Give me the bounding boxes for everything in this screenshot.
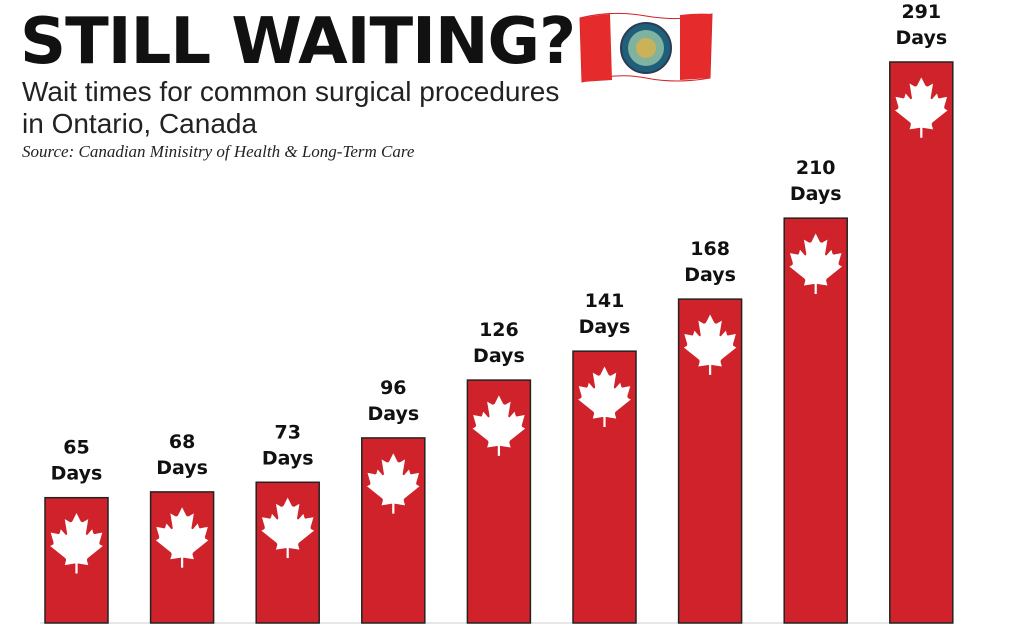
canada-flag-icon bbox=[579, 12, 713, 83]
value-label: 210 bbox=[796, 157, 836, 179]
bars: 65 Days 68 Days 73 Days 96 Days 126 Days 141 Days 16… bbox=[44, 1, 954, 624]
unit-label: Days bbox=[895, 27, 947, 49]
source-note: Source: Canadian Minisitry of Health & L… bbox=[22, 142, 415, 161]
bar-9 bbox=[889, 61, 954, 624]
unit-label: Days bbox=[156, 457, 208, 479]
subtitle: Wait times for common surgical procedure… bbox=[22, 76, 560, 139]
value-label: 96 bbox=[380, 377, 406, 399]
unit-label: Days bbox=[51, 463, 103, 485]
unit-label: Days bbox=[367, 403, 419, 425]
value-label: 68 bbox=[169, 431, 195, 453]
value-label: 73 bbox=[274, 421, 300, 443]
page-title: STILL WAITING? bbox=[20, 5, 576, 79]
value-label: 141 bbox=[585, 290, 625, 312]
unit-label: Days bbox=[790, 183, 842, 205]
unit-label: Days bbox=[579, 316, 631, 338]
value-label: 291 bbox=[901, 1, 941, 23]
unit-label: Days bbox=[684, 264, 736, 286]
unit-label: Days bbox=[473, 345, 525, 367]
value-label: 126 bbox=[479, 319, 519, 341]
unit-label: Days bbox=[262, 447, 314, 469]
value-label: 65 bbox=[63, 437, 89, 459]
value-label: 168 bbox=[690, 238, 730, 260]
